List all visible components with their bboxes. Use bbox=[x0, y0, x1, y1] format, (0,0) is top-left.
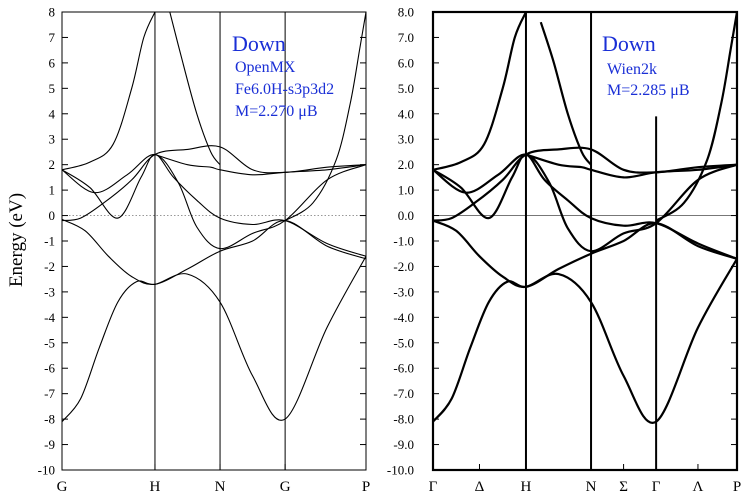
openmx-y-tick-label: 4 bbox=[49, 106, 56, 121]
wien2k-y-tick-label: 1.0 bbox=[398, 183, 414, 198]
wien2k-y-tick-label: -2.0 bbox=[393, 259, 414, 274]
wien2k-moment-label: M=2.285 μB bbox=[607, 82, 690, 99]
wien2k-y-tick-label: -10.0 bbox=[387, 463, 414, 478]
wien2k-k-label: H bbox=[521, 479, 532, 495]
wien2k-k-label: N bbox=[586, 479, 597, 495]
wien2k-k-label: Γ bbox=[652, 479, 661, 495]
openmx-k-label: G bbox=[57, 479, 68, 495]
wien2k-k-label: Γ bbox=[429, 479, 438, 495]
wien2k-band-6 bbox=[525, 153, 737, 179]
openmx-y-tick-label: -4 bbox=[44, 310, 55, 325]
openmx-moment-label: M=2.270 μB bbox=[235, 103, 318, 120]
openmx-spin-label: Down bbox=[232, 31, 286, 56]
wien2k-y-tick-label: 8.0 bbox=[398, 5, 414, 20]
openmx-band-9 bbox=[284, 12, 366, 222]
openmx-k-label: H bbox=[150, 479, 161, 495]
wien2k-y-tick-label: 3.0 bbox=[398, 132, 414, 147]
wien2k-y-tick-label: 5.0 bbox=[398, 81, 414, 96]
openmx-y-tick-label: -3 bbox=[44, 284, 55, 299]
openmx-y-tick-label: -9 bbox=[44, 437, 55, 452]
openmx-y-tick-label: -10 bbox=[38, 463, 55, 478]
openmx-y-tick-label: 7 bbox=[49, 30, 56, 45]
openmx-band-7 bbox=[62, 12, 156, 171]
openmx-band-3 bbox=[62, 153, 366, 257]
openmx-basis-label: Fe6.0H-s3p3d2 bbox=[235, 81, 334, 98]
wien2k-spin-label: Down bbox=[602, 31, 656, 56]
openmx-band-4 bbox=[62, 153, 366, 250]
wien2k-bands bbox=[433, 12, 737, 424]
wien2k-k-label: Σ bbox=[619, 479, 628, 495]
wien2k-band-panel: 8.0 7.0 6.0 5.0 4.0 3.0 2.0 1.0 0.0 -1.0 -2.0 -3.0 -… bbox=[387, 5, 741, 496]
wien2k-k-label: P bbox=[733, 479, 741, 495]
wien2k-band-8 bbox=[539, 21, 592, 166]
wien2k-band-2 bbox=[433, 219, 737, 289]
wien2k-y-tick-label: 2.0 bbox=[398, 157, 414, 172]
openmx-y-tick-label: 2 bbox=[49, 157, 56, 172]
wien2k-y-tick-label: 7.0 bbox=[398, 30, 414, 45]
wien2k-band-4 bbox=[433, 153, 737, 253]
openmx-y-tick-label: -2 bbox=[44, 259, 55, 274]
wien2k-code-label: Wien2k bbox=[607, 61, 657, 78]
openmx-y-tick-label: -7 bbox=[44, 386, 55, 401]
openmx-y-tick-label: 5 bbox=[49, 81, 56, 96]
openmx-code-label: OpenMX bbox=[235, 59, 296, 76]
openmx-band-1 bbox=[62, 256, 366, 423]
openmx-y-tick-label: -8 bbox=[44, 412, 55, 427]
openmx-y-tick-label: -1 bbox=[44, 234, 55, 249]
wien2k-y-tick-label: -5.0 bbox=[393, 335, 414, 350]
wien2k-band-3 bbox=[433, 153, 737, 260]
openmx-k-label: N bbox=[215, 479, 226, 495]
openmx-y-tick-label: 1 bbox=[49, 183, 56, 198]
openmx-y-tick-label: 0 bbox=[49, 208, 56, 223]
y-axis-label: Energy (eV) bbox=[6, 193, 27, 287]
openmx-band-6 bbox=[154, 153, 366, 176]
openmx-k-label: G bbox=[280, 479, 291, 495]
wien2k-y-tick-label: 4.0 bbox=[398, 106, 414, 121]
wien2k-k-label: Λ bbox=[693, 479, 704, 495]
openmx-k-label: P bbox=[362, 479, 370, 495]
openmx-bands bbox=[62, 12, 366, 423]
wien2k-y-tick-label: 6.0 bbox=[398, 55, 414, 70]
openmx-y-tick-label: -6 bbox=[44, 361, 55, 376]
wien2k-y-tick-label: -1.0 bbox=[393, 234, 414, 249]
openmx-y-tick-label: 6 bbox=[49, 55, 56, 70]
wien2k-band-1 bbox=[433, 258, 737, 424]
openmx-y-tick-label: 8 bbox=[49, 5, 56, 20]
wien2k-k-label: Δ bbox=[475, 479, 485, 495]
openmx-y-tick-label: 3 bbox=[49, 132, 56, 147]
wien2k-y-tick-label: 0.0 bbox=[398, 208, 414, 223]
openmx-band-8 bbox=[169, 12, 221, 166]
wien2k-y-tick-label: -6.0 bbox=[393, 361, 414, 376]
wien2k-y-tick-label: -7.0 bbox=[393, 386, 414, 401]
openmx-band-2 bbox=[62, 218, 366, 286]
wien2k-band-9 bbox=[655, 12, 737, 222]
wien2k-band-7 bbox=[433, 12, 528, 171]
wien2k-y-tick-label: -4.0 bbox=[393, 310, 414, 325]
wien2k-y-tick-label: -3.0 bbox=[393, 284, 414, 299]
wien2k-y-tick-label: -9.0 bbox=[393, 437, 414, 452]
openmx-y-tick-label: -5 bbox=[44, 335, 55, 350]
wien2k-y-tick-label: -8.0 bbox=[393, 412, 414, 427]
